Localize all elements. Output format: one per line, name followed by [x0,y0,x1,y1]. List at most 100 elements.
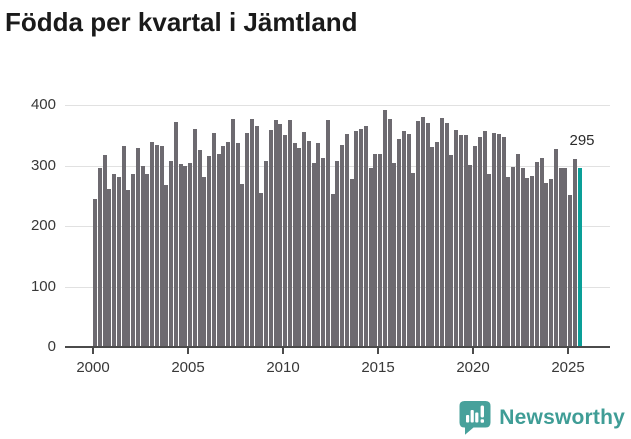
y-tick-label: 300 [30,156,56,174]
bar [487,174,492,346]
bar [140,166,145,346]
bar [116,177,121,346]
bar [202,177,207,346]
bar [230,119,235,346]
bar [344,134,349,346]
bar [145,174,150,346]
x-tick [92,348,94,354]
bar [506,177,511,346]
bar [468,165,473,346]
bar [321,158,325,346]
bar [492,133,496,346]
bar [553,149,558,346]
bar [444,123,449,346]
bar [126,190,131,346]
bar [373,154,378,346]
bar [192,129,197,346]
x-tick-label: 2025 [551,359,585,376]
bar [411,173,416,346]
bar [401,131,406,346]
bar [292,143,297,346]
x-tick [282,348,284,354]
highlight-value-label: 295 [569,132,595,149]
bar [544,183,549,346]
bar [473,146,477,346]
gridline [65,105,610,106]
brand-footer: Newsworthy [459,400,625,436]
bar [525,178,530,346]
bar [188,163,192,346]
x-tick-label: 2015 [361,359,395,376]
bar [164,185,169,346]
bar [572,159,577,346]
bar [563,168,568,346]
bar [268,130,273,346]
bar [283,135,287,346]
bar [150,142,154,346]
bar [287,120,292,346]
bar [102,155,107,346]
bar [392,163,397,346]
bar [558,168,563,346]
chart-title: Födda per kvartal i Jämtland [5,7,358,37]
bar [568,195,572,346]
bar [316,143,321,346]
bar [297,148,302,346]
bar [197,150,202,346]
bar [477,137,482,346]
x-tick [377,348,379,354]
y-tick-label: 100 [30,277,56,295]
bar [226,142,230,346]
bar [302,132,306,346]
bar [278,124,283,346]
x-tick [472,348,474,354]
bar [240,184,245,346]
bar [183,166,188,346]
plot-area [65,105,610,354]
bar [112,174,116,346]
bar [416,121,420,346]
bar [259,193,264,346]
bar [159,146,164,346]
bar [425,123,430,346]
bar [458,135,463,346]
bar [382,110,387,346]
bar [454,130,458,346]
bar [207,156,211,346]
bar [306,141,311,346]
bar [397,139,401,346]
bar [449,155,454,346]
bar [520,168,525,346]
bar [245,133,249,346]
newsworthy-logo-icon [459,401,491,435]
bar [169,161,173,346]
bar [121,146,126,346]
newsworthy-wordmark: Newsworthy [499,406,625,429]
x-tick-label: 2020 [456,359,490,376]
bar [439,118,444,346]
bar [311,163,316,346]
bar [463,135,468,346]
bar [107,189,112,346]
bar [515,154,520,346]
bar [178,164,183,346]
bar [511,167,515,346]
x-tick [567,348,569,354]
x-axis-line [65,346,610,348]
y-tick-label: 200 [30,217,56,234]
x-tick-label: 2010 [266,359,300,376]
bar [387,119,392,346]
bar [354,131,359,346]
bar [430,147,435,346]
bar [154,145,159,346]
bar [173,122,178,346]
bar [482,131,487,346]
bar [340,145,344,346]
bar [368,168,373,346]
bar [97,168,102,346]
bar [363,126,368,346]
x-tick-label: 2005 [171,359,205,376]
bar [93,199,97,346]
bar [216,154,221,346]
